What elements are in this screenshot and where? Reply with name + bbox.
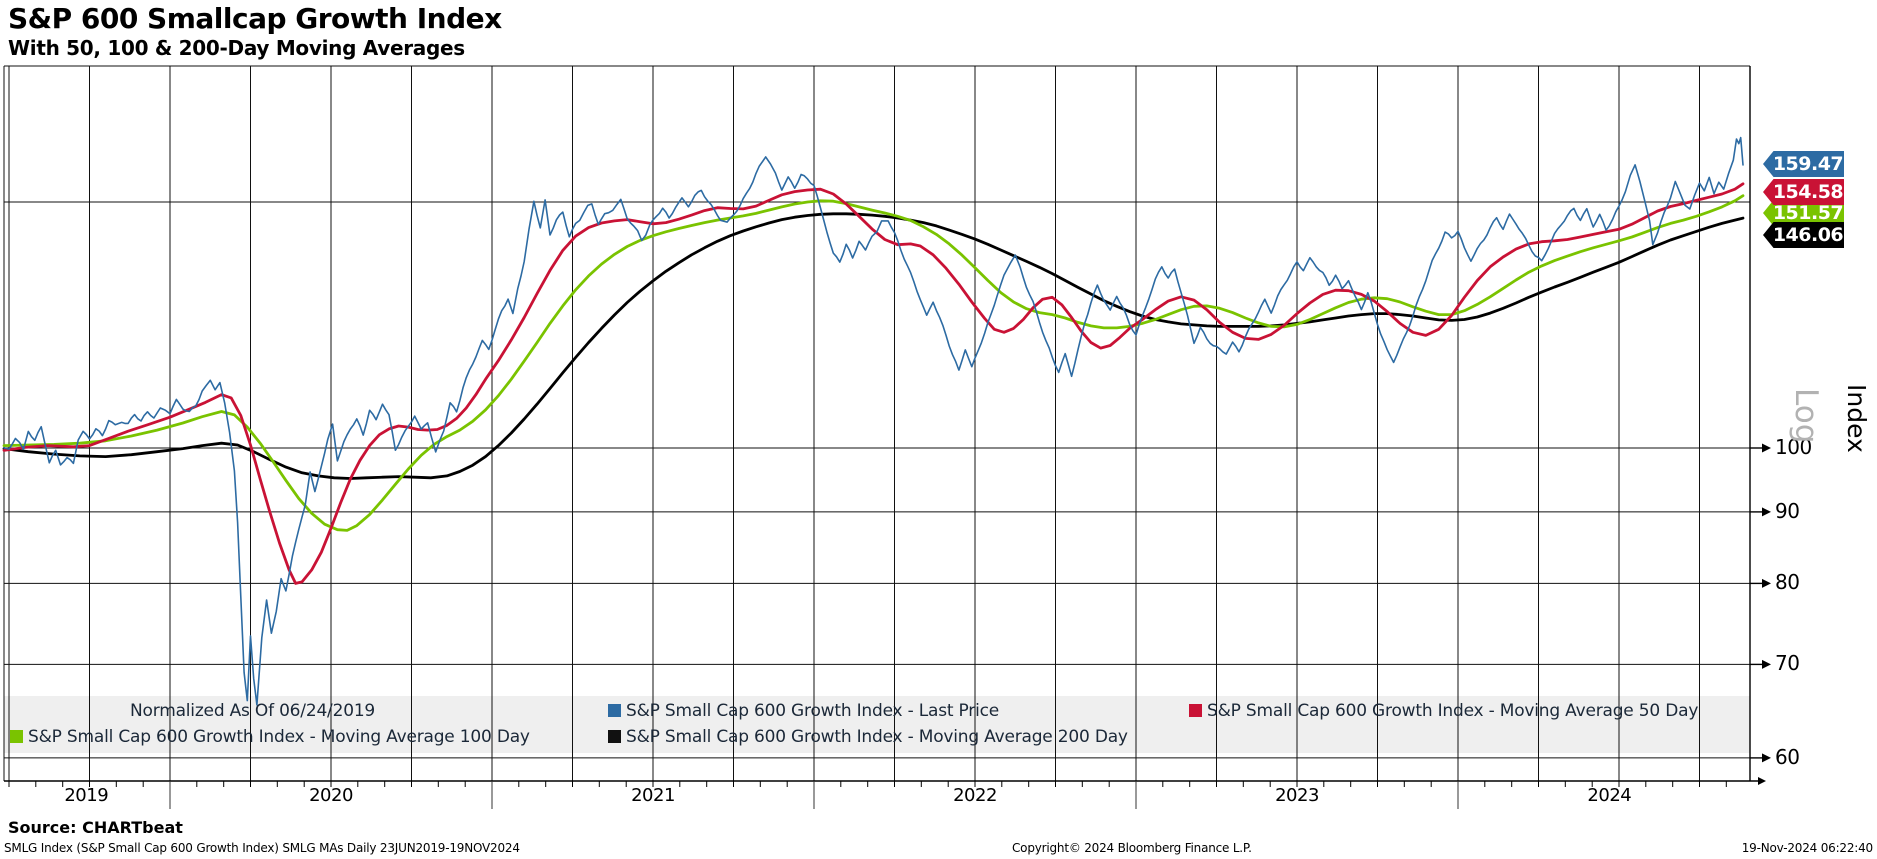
page-subtitle: With 50, 100 & 200-Day Moving Averages <box>8 36 465 60</box>
legend-item: S&P Small Cap 600 Growth Index - Moving … <box>10 727 530 747</box>
series-line <box>2 182 1745 585</box>
legend-band <box>4 696 1750 753</box>
y-tick-label: 90 <box>1775 498 1800 523</box>
y-tick-label: 70 <box>1775 651 1800 676</box>
x-axis-year-label: 2023 <box>1275 785 1319 806</box>
page-title: S&P 600 Smallcap Growth Index <box>8 2 502 35</box>
series-line <box>2 194 1745 532</box>
log-scale-label: Log <box>1788 388 1824 444</box>
legend-item-label: S&P Small Cap 600 Growth Index - Moving … <box>626 727 1128 747</box>
legend-item-label: S&P Small Cap 600 Growth Index - Moving … <box>28 727 530 747</box>
legend-item-label: S&P Small Cap 600 Growth Index - Last Pr… <box>626 701 1000 721</box>
legend-swatch-icon <box>608 704 621 717</box>
footer-copyright: Copyright© 2024 Bloomberg Finance L.P. <box>1012 841 1252 855</box>
series-line <box>3 136 1744 706</box>
last-price-badge: 146.06 <box>1763 222 1844 248</box>
legend-item-label: S&P Small Cap 600 Growth Index - Moving … <box>1207 701 1699 721</box>
y-tick-label: 60 <box>1775 744 1800 769</box>
x-axis-year-label: 2024 <box>1587 785 1632 806</box>
x-axis-year-label: 2022 <box>953 785 997 806</box>
y-tick-label: 80 <box>1775 570 1800 595</box>
legend-swatch-icon <box>10 730 23 743</box>
legend-item: S&P Small Cap 600 Growth Index - Moving … <box>1189 701 1698 721</box>
last-price-badge: 159.47 <box>1763 151 1844 177</box>
legend-item: S&P Small Cap 600 Growth Index - Moving … <box>608 727 1128 747</box>
last-price-badge: 154.58 <box>1763 179 1844 205</box>
x-axis-year-label: 2020 <box>309 785 353 806</box>
footer-timestamp: 19-Nov-2024 06:22:40 <box>1741 841 1873 855</box>
legend-swatch-icon <box>608 730 621 743</box>
legend-normalized-note: Normalized As Of 06/24/2019 <box>130 701 376 721</box>
legend-swatch-icon <box>1189 704 1202 717</box>
y-tick-label: 100 <box>1775 435 1812 459</box>
legend-item: S&P Small Cap 600 Growth Index - Last Pr… <box>608 701 999 721</box>
y-axis-title: Index <box>1842 384 1871 453</box>
x-axis-year-label: 2021 <box>631 785 675 806</box>
source-label: Source: CHARTbeat <box>8 818 183 837</box>
series-line <box>2 212 1745 480</box>
footer-security-info: SMLG Index (S&P Small Cap 600 Growth Ind… <box>4 841 520 855</box>
x-axis-year-label: 2019 <box>64 785 109 806</box>
